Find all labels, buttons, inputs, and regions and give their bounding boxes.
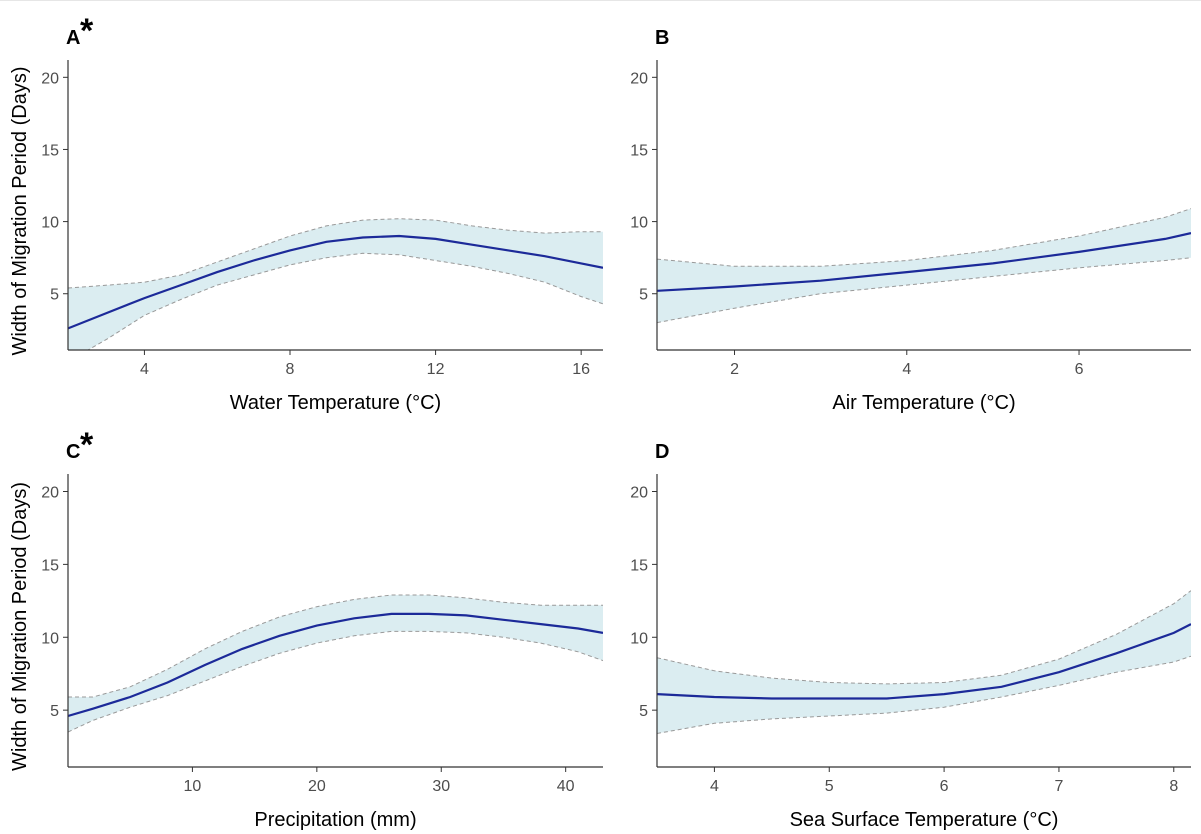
x-tick-label: 6 — [1075, 361, 1084, 378]
fit-line — [68, 612, 603, 718]
x-tick-label: 8 — [286, 361, 295, 378]
significance-asterisk: * — [80, 12, 94, 50]
y-tick-label: 10 — [630, 630, 648, 647]
y-tick-label: 5 — [50, 703, 59, 720]
x-tick-label: 6 — [940, 778, 949, 795]
y-tick-label: 20 — [630, 70, 648, 87]
x-axis-title: Sea Surface Temperature (°C) — [790, 809, 1059, 831]
y-tick-label: 15 — [41, 142, 59, 159]
y-tick-label: 20 — [41, 484, 59, 501]
x-tick-label: 8 — [1169, 778, 1178, 795]
x-tick-label: 2 — [730, 361, 739, 378]
y-tick-label: 10 — [41, 215, 59, 232]
y-tick-label: 15 — [630, 142, 648, 159]
significance-asterisk: * — [80, 426, 94, 464]
y-tick-label: 5 — [639, 703, 648, 720]
x-axis-title: Precipitation (mm) — [254, 809, 416, 831]
x-tick-label: 12 — [427, 361, 445, 378]
fit-line — [657, 232, 1191, 292]
panel-d: 5 10 15 20 4 5 6 7 8 Sea Surface Temperature (°C)… — [630, 441, 1191, 831]
x-tick-label: 10 — [184, 778, 202, 795]
y-tick-label: 10 — [41, 630, 59, 647]
panel-label: A — [66, 27, 80, 49]
y-axis-title: Width of Migration Period (Days) — [9, 482, 31, 771]
panel-label: C — [66, 441, 80, 463]
x-tick-label: 4 — [140, 361, 149, 378]
panel-c: 5 10 15 20 10 20 30 40 Precipitation (mm) Width o… — [9, 426, 603, 831]
lower-ci-line — [657, 257, 1191, 324]
lower-ci-line — [657, 655, 1191, 734]
plot-area — [68, 594, 603, 733]
plot-area — [657, 590, 1191, 734]
x-axis-title: Air Temperature (°C) — [832, 392, 1015, 414]
y-tick-label: 5 — [50, 287, 59, 304]
confidence-band — [657, 590, 1191, 734]
fit-line — [68, 234, 603, 330]
y-axis-title: Width of Migration Period (Days) — [9, 67, 31, 356]
upper-ci-line — [657, 208, 1191, 267]
x-axis-title: Water Temperature (°C) — [230, 392, 441, 414]
x-tick-label: 20 — [308, 778, 326, 795]
upper-ci-line — [68, 594, 603, 698]
upper-ci-line — [657, 590, 1191, 685]
lower-ci-line — [68, 630, 603, 733]
x-tick-label: 7 — [1054, 778, 1063, 795]
confidence-band — [68, 595, 603, 732]
plot-area — [68, 218, 603, 350]
x-tick-label: 30 — [432, 778, 450, 795]
fit-line — [657, 623, 1191, 700]
lower-ci-line — [86, 252, 603, 350]
x-tick-label: 4 — [710, 778, 719, 795]
panel-label: B — [655, 27, 669, 49]
y-tick-label: 15 — [630, 557, 648, 574]
y-tick-label: 15 — [41, 557, 59, 574]
confidence-band — [68, 218, 603, 350]
panel-a: 5 10 15 20 4 8 12 16 Water Temperature (°C) Width… — [9, 12, 603, 414]
y-tick-label: 20 — [41, 70, 59, 87]
x-tick-label: 5 — [825, 778, 834, 795]
x-tick-label: 16 — [572, 361, 590, 378]
confidence-band — [657, 208, 1191, 323]
y-tick-label: 20 — [630, 484, 648, 501]
x-tick-label: 40 — [557, 778, 575, 795]
y-tick-label: 5 — [639, 287, 648, 304]
panel-b: 5 10 15 20 2 4 6 Air Temperature (°C) B — [630, 27, 1191, 414]
plot-area — [657, 208, 1191, 324]
x-tick-label: 4 — [902, 361, 911, 378]
panel-label: D — [655, 441, 669, 463]
y-tick-label: 10 — [630, 215, 648, 232]
